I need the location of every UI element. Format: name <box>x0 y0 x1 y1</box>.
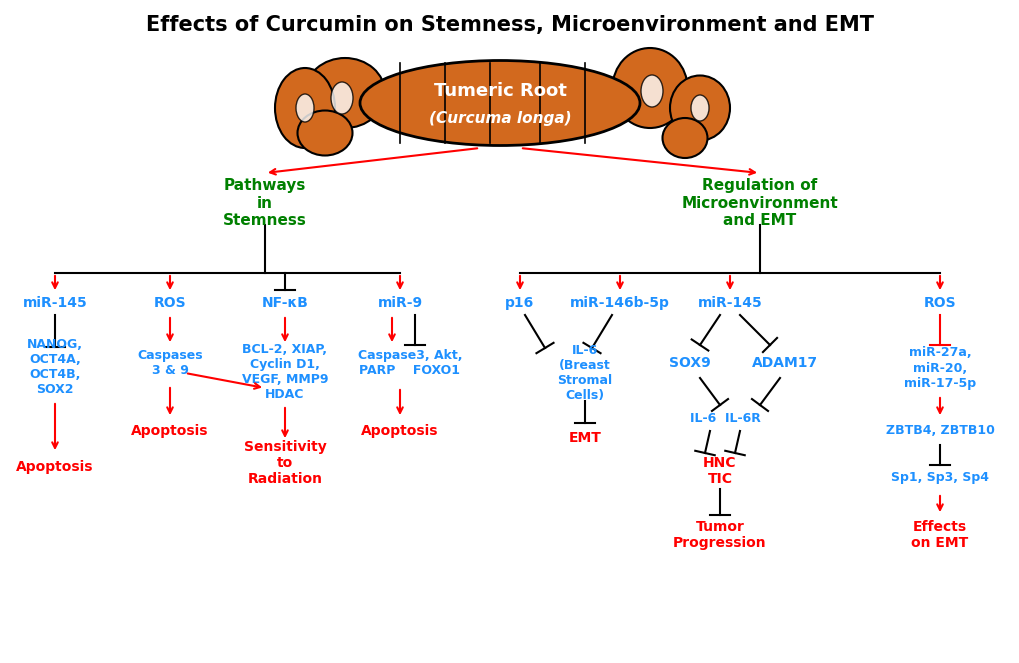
Text: Apoptosis: Apoptosis <box>131 424 209 438</box>
Text: Effects
on EMT: Effects on EMT <box>911 520 968 550</box>
Text: Caspases
3 & 9: Caspases 3 & 9 <box>137 349 203 377</box>
Text: Tumor
Progression: Tumor Progression <box>673 520 766 550</box>
Ellipse shape <box>360 60 639 145</box>
Text: Apoptosis: Apoptosis <box>361 424 438 438</box>
Text: ZBTB4, ZBTB10: ZBTB4, ZBTB10 <box>884 424 994 438</box>
Text: miR-145: miR-145 <box>697 296 761 310</box>
Text: (Curcuma longa): (Curcuma longa) <box>428 111 571 125</box>
Text: IL-6
(Breast
Stromal
Cells): IL-6 (Breast Stromal Cells) <box>557 344 612 402</box>
Text: Apoptosis: Apoptosis <box>16 460 94 474</box>
Text: HNC
TIC: HNC TIC <box>702 456 736 486</box>
Text: IL-6  IL-6R: IL-6 IL-6R <box>689 412 760 424</box>
Ellipse shape <box>611 48 687 128</box>
Text: NF-κB: NF-κB <box>261 296 308 310</box>
Ellipse shape <box>331 82 353 114</box>
Text: ADAM17: ADAM17 <box>751 356 817 370</box>
Text: Regulation of
Microenvironment
and EMT: Regulation of Microenvironment and EMT <box>681 178 838 228</box>
Text: Sp1, Sp3, Sp4: Sp1, Sp3, Sp4 <box>891 471 988 485</box>
Text: Caspase3, Akt,
PARP    FOXO1: Caspase3, Akt, PARP FOXO1 <box>358 349 462 377</box>
Text: NANOG,
OCT4A,
OCT4B,
SOX2: NANOG, OCT4A, OCT4B, SOX2 <box>26 338 83 396</box>
Ellipse shape <box>640 75 662 107</box>
Text: miR-9: miR-9 <box>377 296 422 310</box>
Text: miR-146b-5p: miR-146b-5p <box>570 296 669 310</box>
Text: ROS: ROS <box>154 296 186 310</box>
Text: Sensitivity
to
Radiation: Sensitivity to Radiation <box>244 440 326 486</box>
Text: Tumeric Root: Tumeric Root <box>433 82 566 100</box>
Ellipse shape <box>305 58 384 128</box>
Text: miR-27a,
miR-20,
miR-17-5p: miR-27a, miR-20, miR-17-5p <box>903 347 975 389</box>
Text: BCL-2, XIAP,
Cyclin D1,
VEGF, MMP9
HDAC: BCL-2, XIAP, Cyclin D1, VEGF, MMP9 HDAC <box>242 343 328 401</box>
Text: EMT: EMT <box>568 431 601 445</box>
Text: miR-145: miR-145 <box>22 296 88 310</box>
Ellipse shape <box>669 76 730 141</box>
Text: Pathways
in
Stemness: Pathways in Stemness <box>223 178 307 228</box>
Ellipse shape <box>662 118 707 158</box>
Text: Effects of Curcumin on Stemness, Microenvironment and EMT: Effects of Curcumin on Stemness, Microen… <box>146 15 873 35</box>
Ellipse shape <box>296 94 314 122</box>
Ellipse shape <box>690 95 708 121</box>
Ellipse shape <box>298 111 353 156</box>
Text: SOX9: SOX9 <box>668 356 710 370</box>
Text: p16: p16 <box>504 296 534 310</box>
Text: ROS: ROS <box>923 296 956 310</box>
Ellipse shape <box>275 68 334 148</box>
